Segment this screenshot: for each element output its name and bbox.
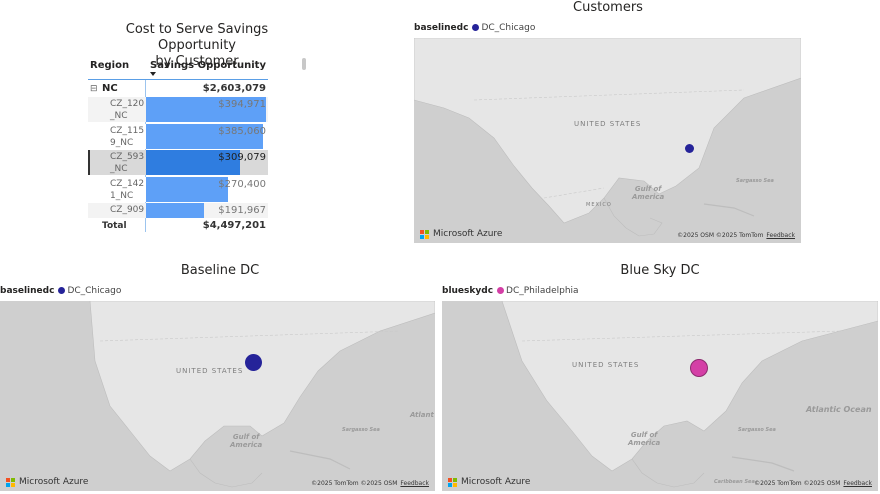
legend-dot-icon [497, 287, 505, 294]
customer-label: CZ_909 [110, 205, 145, 215]
savings-bar[interactable] [146, 150, 240, 175]
savings-value: $394,971 [218, 99, 266, 110]
label-sargasso: Sargasso Sea [738, 427, 776, 433]
label-mexico: MEXICO [586, 202, 612, 208]
feedback-link[interactable]: Feedback [766, 232, 795, 239]
customer-label: CZ_593 _NC [110, 152, 145, 174]
customer-label: CZ_120 _NC [110, 99, 145, 121]
customer-label: CZ_115 9_NC [110, 126, 145, 148]
label-gulf: Gulf of America [628, 431, 661, 447]
ms-azure-logo: Microsoft Azure [420, 229, 502, 239]
bluesky-map-land [501, 301, 878, 488]
feedback-link[interactable]: Feedback [400, 480, 429, 487]
legend-field: baselinedc [414, 23, 469, 33]
savings-value: $309,079 [218, 152, 266, 163]
baseline-map[interactable]: UNITED STATES Gulf of America Sargasso Se… [0, 301, 435, 491]
customer-label: CZ_142 1_NC [110, 179, 145, 201]
table-title-line2: by Customer [155, 54, 239, 69]
dc-chicago-point[interactable] [245, 354, 262, 371]
map-copyright: ©2025 OSM ©2025 TomTom Feedback [677, 232, 795, 239]
map-copyright: ©2025 TomTom ©2025 OSM Feedback [311, 480, 429, 487]
label-atlantic: Atlant [410, 411, 434, 419]
legend-dot-icon [472, 24, 480, 31]
bluesky-title: Blue Sky DC [620, 263, 700, 278]
customers-map[interactable]: UNITED STATES MEXICO Gulf of America Sarg… [414, 38, 801, 243]
savings-bar[interactable] [146, 97, 266, 122]
table-scrollbar[interactable] [302, 58, 306, 70]
label-us: UNITED STATES [574, 120, 642, 128]
savings-value: $385,060 [218, 126, 266, 137]
total-label: Total [102, 221, 127, 231]
baseline-legend: baselinedc DC_Chicago [0, 286, 121, 296]
savings-value: $191,967 [218, 205, 266, 216]
customer-point[interactable] [685, 144, 694, 153]
baseline-map-land [89, 301, 435, 488]
label-sargasso: Sargasso Sea [736, 178, 774, 184]
total-value: $4,497,201 [202, 220, 266, 231]
column-header-savings[interactable]: Savings Opportunity [150, 60, 266, 71]
label-gulf: Gulf of America [230, 433, 263, 449]
baseline-title: Baseline DC [180, 263, 260, 278]
dc-philadelphia-point[interactable] [690, 359, 708, 377]
label-gulf: Gulf of America [632, 185, 665, 201]
legend-dot-icon [58, 287, 66, 294]
savings-bar[interactable] [146, 203, 204, 218]
bluesky-legend: blueskydc DC_Philadelphia [442, 286, 579, 296]
legend-item[interactable]: DC_Chicago [481, 23, 536, 33]
savings-bar[interactable] [146, 124, 263, 149]
column-header-region[interactable]: Region [90, 60, 130, 71]
legend-field: blueskydc [442, 286, 494, 296]
customers-map-land [414, 38, 801, 237]
collapse-icon[interactable]: ⊟ [90, 84, 98, 94]
feedback-link[interactable]: Feedback [843, 480, 872, 487]
selected-row-indicator [88, 150, 90, 175]
map-copyright: ©2025 TomTom ©2025 OSM Feedback [754, 480, 872, 487]
legend-field: baselinedc [0, 286, 55, 296]
ms-azure-logo: Microsoft Azure [448, 477, 530, 487]
label-us: UNITED STATES [176, 367, 244, 375]
customers-title: Customers [573, 0, 643, 15]
table-title-line1: Cost to Serve Savings Opportunity [125, 22, 269, 53]
bluesky-map[interactable]: UNITED STATES Gulf of America Sargasso Se… [442, 301, 878, 491]
label-caribbean: Caribbean Sea [714, 479, 755, 485]
savings-value: $270,400 [218, 179, 266, 190]
label-atlantic: Atlantic Ocean [806, 405, 872, 414]
ms-azure-logo: Microsoft Azure [6, 477, 88, 487]
group-total: $2,603,079 [202, 83, 266, 94]
label-us: UNITED STATES [572, 361, 640, 369]
label-sargasso: Sargasso Sea [342, 427, 380, 433]
legend-item[interactable]: DC_Chicago [67, 286, 122, 296]
sort-desc-icon [150, 72, 156, 76]
table-title: Cost to Serve Savings Opportunity by Cus… [86, 22, 308, 70]
customers-legend: baselinedc DC_Chicago [414, 23, 535, 33]
header-underline [88, 79, 268, 80]
legend-item[interactable]: DC_Philadelphia [506, 286, 579, 296]
savings-bar[interactable] [146, 177, 228, 202]
group-label: NC [102, 83, 118, 94]
